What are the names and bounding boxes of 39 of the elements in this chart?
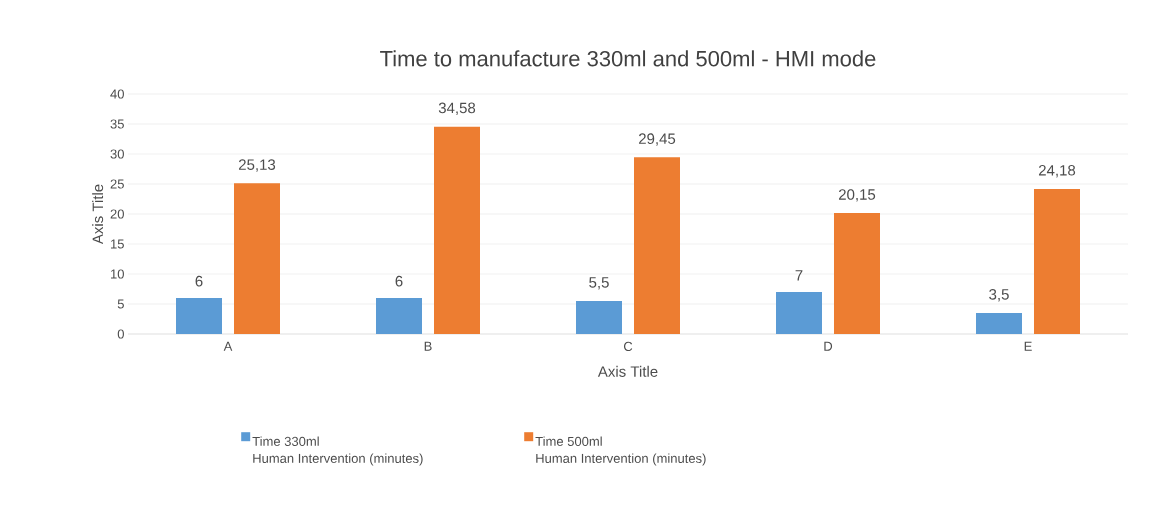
x-tick-label: A <box>223 341 233 351</box>
data-label: 3,5 <box>989 289 1009 302</box>
x-tick-label: B <box>424 341 432 351</box>
legend-label: Time 330ml Human Intervention (minutes) <box>252 436 423 466</box>
legend-label: Time 500ml Human Intervention (minutes) <box>535 436 706 466</box>
bar <box>576 301 622 334</box>
data-label: 34,58 <box>438 102 476 115</box>
chart-title: Time to manufacture 330ml and 500ml - HMI mode <box>380 50 876 67</box>
y-tick-label: 5 <box>117 299 124 309</box>
x-axis-title: Axis Title <box>597 365 658 377</box>
bar <box>634 157 680 334</box>
y-tick-label: 40 <box>110 89 124 99</box>
y-tick-label: 30 <box>110 149 124 159</box>
data-label: 29,45 <box>638 133 676 146</box>
y-axis-title: Axis Title <box>92 184 104 245</box>
y-tick-label: 35 <box>110 119 124 129</box>
x-tick-label: D <box>824 341 833 351</box>
bar <box>434 126 480 334</box>
bar <box>176 298 222 334</box>
data-label: 7 <box>795 270 803 281</box>
y-tick-label: 10 <box>111 269 124 279</box>
data-label: 6 <box>395 275 403 287</box>
data-label: 25,13 <box>238 159 276 172</box>
data-label: 6 <box>195 275 203 287</box>
data-label: 5,5 <box>589 277 609 290</box>
bar <box>376 298 422 334</box>
bar <box>976 313 1022 334</box>
y-tick-label: 20 <box>110 209 124 219</box>
x-tick-label: C <box>623 341 633 351</box>
data-label: 20,15 <box>838 189 876 202</box>
bar <box>234 183 280 334</box>
bar <box>1034 188 1080 334</box>
data-label: 24,18 <box>1038 164 1076 178</box>
bar <box>776 292 822 334</box>
x-tick-label: E <box>1024 341 1032 351</box>
y-tick-label: 0 <box>117 329 124 339</box>
y-tick-label: 25 <box>110 179 124 189</box>
y-tick-label: 15 <box>111 239 124 249</box>
bar <box>834 213 880 334</box>
